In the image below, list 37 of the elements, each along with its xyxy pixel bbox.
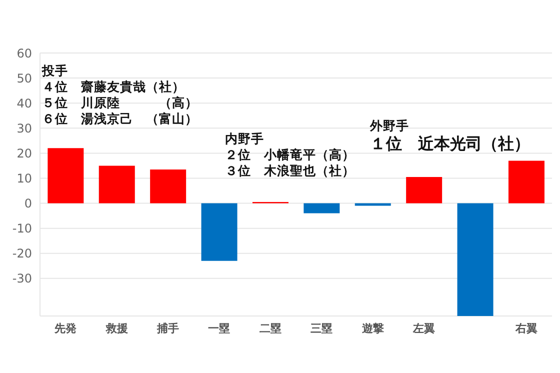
x-tick-label: 先発 — [54, 322, 78, 335]
annotation: ４位 齋藤友貴哉（社） — [42, 79, 185, 94]
y-tick-label: 40 — [16, 96, 32, 110]
x-tick-label: 遊撃 — [362, 322, 384, 335]
bar — [354, 203, 391, 206]
bar — [98, 166, 135, 204]
y-tick-label: 20 — [16, 146, 32, 160]
y-tick-label: -30 — [12, 272, 32, 286]
y-tick-label: 10 — [16, 172, 32, 186]
bar — [457, 203, 494, 316]
annotation: 外野手 — [370, 118, 409, 133]
x-tick-label: 左翼 — [412, 322, 435, 335]
y-tick-label: 0 — [24, 196, 32, 211]
x-tick-label: 捕手 — [156, 322, 179, 335]
annotation: ２位 小幡竜平（高） — [225, 147, 355, 162]
bar — [48, 148, 84, 204]
annotation: ３位 木浪聖也（社） — [225, 163, 355, 178]
bar — [406, 176, 442, 204]
bar — [201, 203, 238, 261]
annotation: 内野手 — [225, 131, 264, 146]
annotation: 投手 — [42, 63, 68, 78]
annotation: ６位 湯浅京己 （富山） — [42, 111, 198, 126]
bar — [150, 169, 186, 204]
annotation: ５位 川原陸 （高） — [42, 95, 198, 110]
annotation: １位 近本光司（社） — [370, 134, 530, 154]
bar — [304, 203, 340, 214]
x-tick-label: 三塁 — [310, 322, 333, 335]
y-tick-label: -10 — [12, 222, 32, 236]
y-tick-label: -20 — [12, 246, 32, 261]
x-tick-label: 一塁 — [208, 322, 230, 335]
y-tick-label: 30 — [16, 121, 32, 136]
x-tick-label: 救援 — [104, 322, 128, 335]
x-tick-label: 右翼 — [514, 322, 538, 335]
bar — [508, 160, 544, 204]
y-tick-label: 60 — [16, 46, 32, 60]
x-tick-label: 二塁 — [259, 322, 282, 335]
y-tick-label: 50 — [16, 71, 32, 86]
